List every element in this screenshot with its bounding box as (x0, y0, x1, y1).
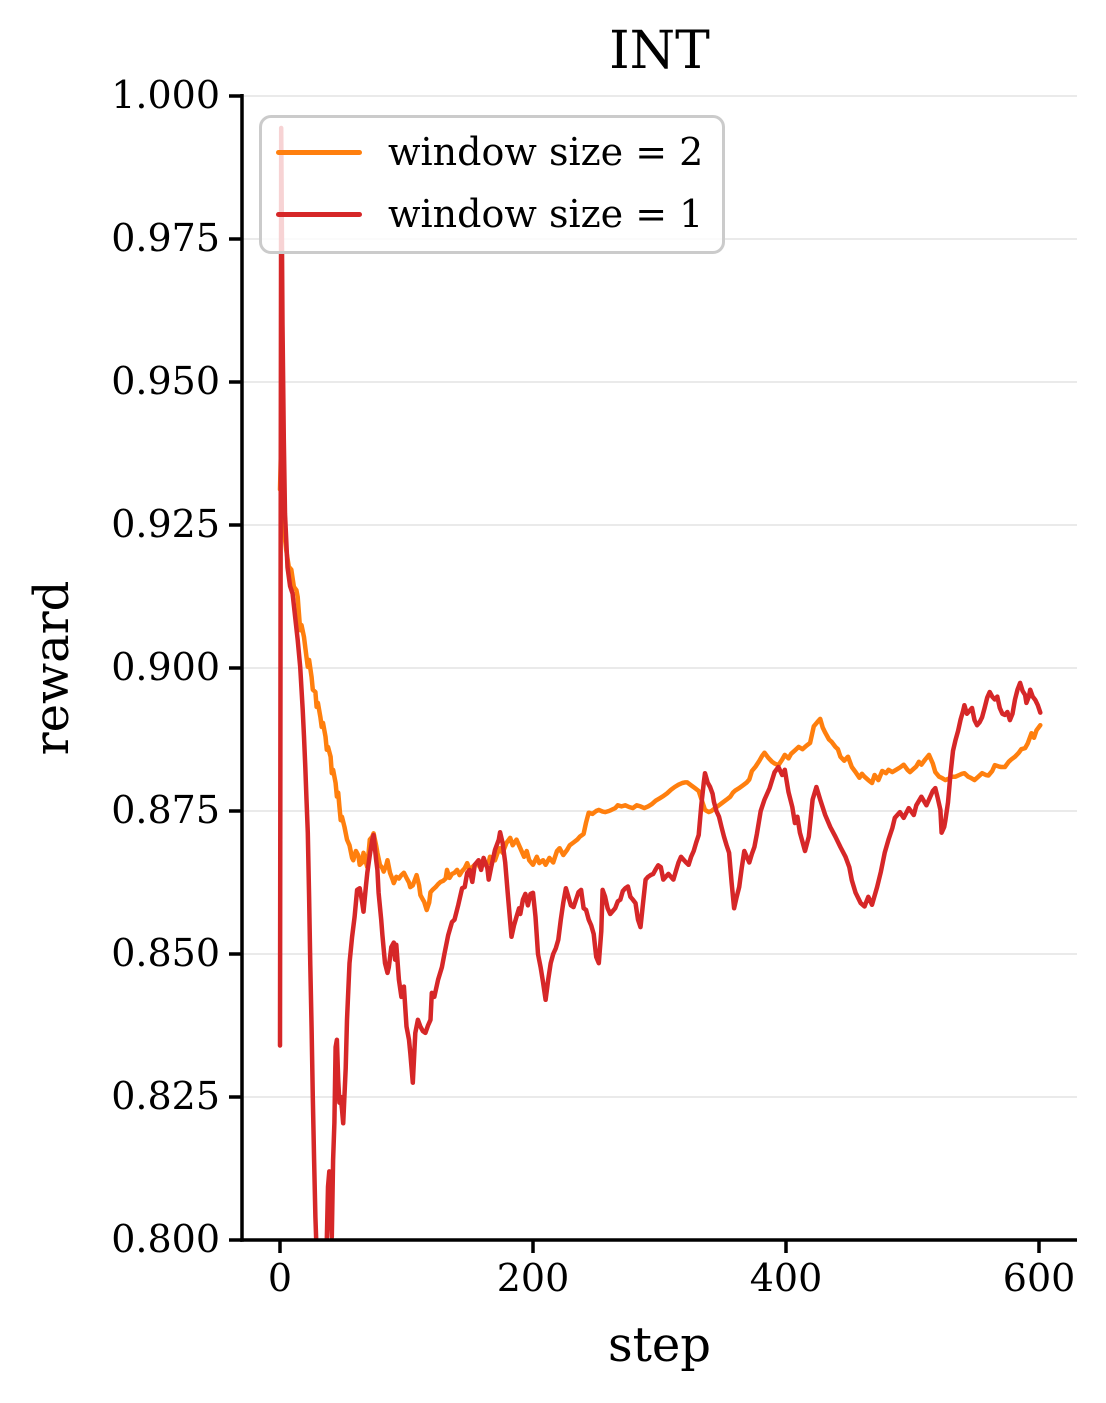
y-tick-label: 1.000 (111, 73, 220, 118)
y-tick-label: 0.850 (111, 931, 220, 976)
y-tick-label: 0.800 (111, 1217, 220, 1262)
legend-label: window size = 1 (388, 192, 704, 236)
legend: window size = 2 window size = 1 (259, 115, 725, 254)
y-tick-label: 0.925 (111, 502, 220, 547)
y-tick-label: 0.975 (111, 216, 220, 261)
y-tick-label: 0.950 (111, 359, 220, 404)
chart-title: INT (609, 21, 710, 81)
legend-item: window size = 2 (276, 130, 703, 174)
legend-item: window size = 1 (276, 192, 703, 236)
legend-line-swatch (276, 211, 362, 217)
x-tick-label: 200 (496, 1256, 570, 1300)
series-line (277, 438, 1043, 913)
x-tick-label: 600 (1002, 1256, 1076, 1300)
y-tick-label: 0.875 (111, 788, 220, 833)
series-line (277, 125, 1043, 1240)
y-tick-label: 0.825 (111, 1074, 220, 1119)
x-axis-label: step (607, 1317, 712, 1373)
legend-line-swatch (276, 149, 362, 155)
x-tick-label: 0 (267, 1256, 293, 1300)
y-tick-label: 0.900 (111, 645, 220, 690)
legend-label: window size = 2 (388, 130, 704, 174)
x-tick-label: 400 (749, 1256, 823, 1300)
